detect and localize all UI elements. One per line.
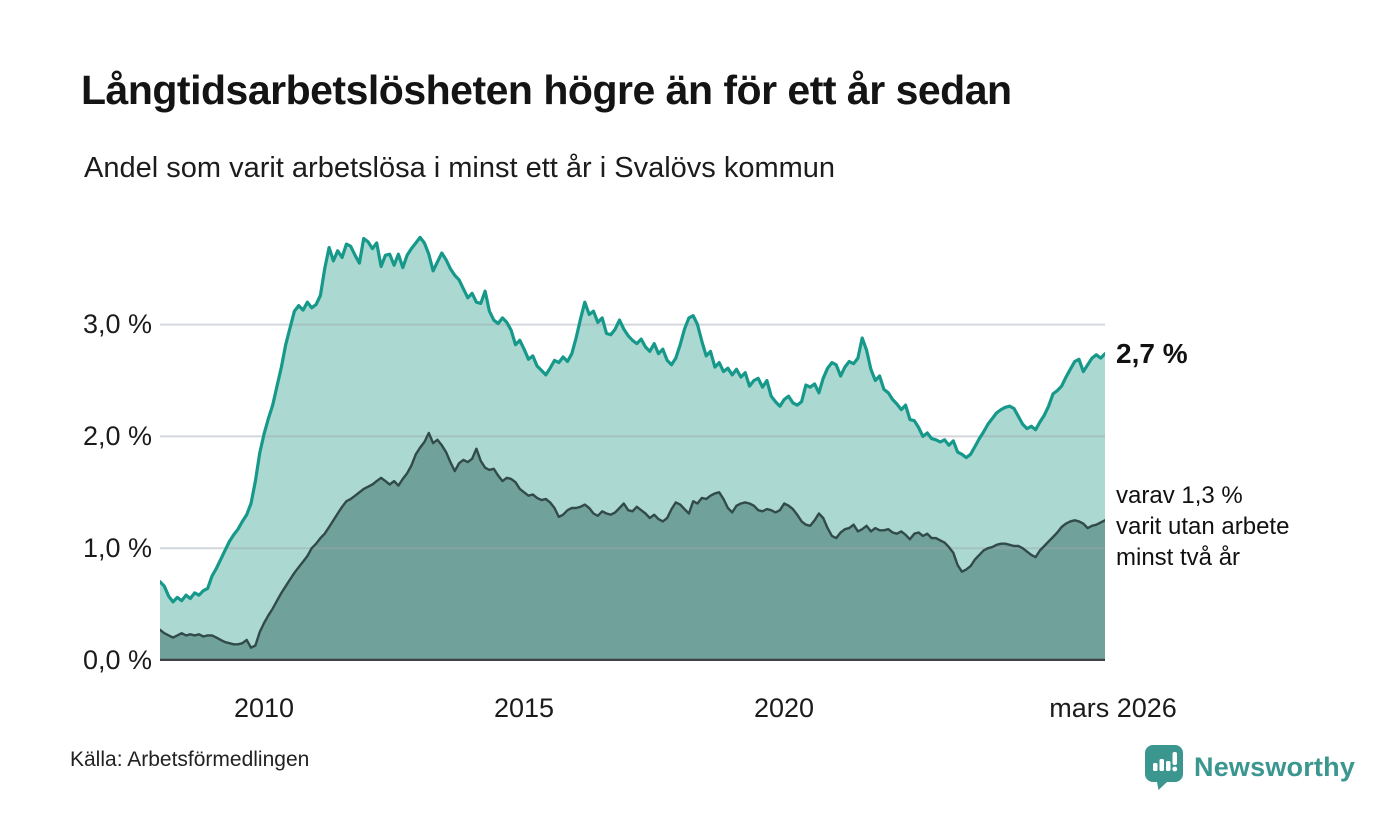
secondary-series-label-line2: varit utan arbete (1116, 513, 1290, 540)
bar-2 (1159, 759, 1164, 771)
brand-name: Newsworthy (1194, 751, 1356, 782)
x-tick-label-mars-2026: mars 2026 (1049, 693, 1177, 723)
y-tick-label-2: 2,0 % (82, 421, 152, 451)
source-attribution: Källa: Arbetsförmedlingen (70, 748, 310, 771)
bar-3 (1166, 761, 1171, 771)
page-subtitle: Andel som varit arbetslösa i minst ett å… (84, 152, 836, 184)
x-tick-label-2020: 2020 (753, 693, 815, 723)
secondary-series-label: varav 1,3 % varit utan arbete minst två … (1116, 480, 1346, 573)
secondary-series-label-line3: minst två år (1116, 544, 1241, 571)
exclamation-bar (1172, 752, 1177, 765)
exclamation-dot (1172, 766, 1178, 772)
newsworthy-icon (1145, 745, 1183, 790)
area-chart (160, 235, 1105, 661)
y-tick-label-1: 1,0 % (82, 533, 152, 563)
y-tick-label-3: 3,0 % (82, 309, 152, 339)
x-tick-label-2015: 2015 (493, 693, 555, 723)
page-title: Långtidsarbetslösheten högre än för ett … (81, 67, 1012, 113)
secondary-series-label-line1: varav 1,3 % (1116, 482, 1243, 509)
latest-value-label: 2,7 % (1116, 338, 1188, 369)
y-tick-label-0: 0,0 % (82, 645, 152, 675)
newsworthy-logo: Newsworthy (1144, 744, 1355, 790)
x-tick-label-2010: 2010 (233, 693, 295, 723)
bar-1 (1153, 763, 1158, 771)
